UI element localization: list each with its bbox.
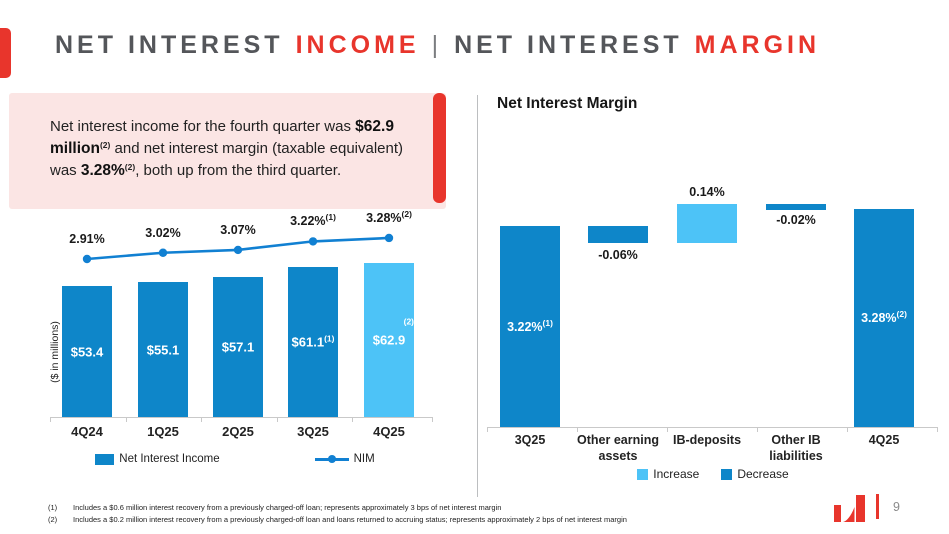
- page-number: 9: [893, 500, 900, 514]
- legend-item-decrease: Decrease: [721, 467, 789, 481]
- section-divider: [477, 95, 478, 497]
- legend-label: Net Interest Income: [119, 453, 220, 465]
- footnote-text: Includes a $0.2 million interest recover…: [73, 514, 627, 524]
- footnotes: (1) Includes a $0.6 million interest reco…: [48, 502, 627, 525]
- legend-item-net-interest-income: Net Interest Income: [95, 453, 220, 465]
- nim-point-label: 2.91%: [69, 232, 105, 246]
- bar-2q25: $57.1: [213, 277, 263, 417]
- x-tick-label: 4Q25: [373, 424, 405, 439]
- nim-point-label: 3.28%(2): [366, 208, 412, 225]
- title-part: NET INTEREST: [454, 31, 683, 59]
- footnote-marker: (2): [48, 514, 58, 524]
- x-tick-label: Other earning assets: [577, 433, 659, 463]
- nim-point-label: 3.07%: [220, 222, 256, 237]
- title-separator: |: [431, 31, 443, 59]
- x-tick-label: 3Q25: [297, 424, 329, 439]
- callout-strong: 3.28%: [80, 162, 125, 179]
- axis-tick: [352, 417, 353, 422]
- red-accent-bar: [0, 28, 11, 78]
- right-chart-legend: Increase Decrease: [477, 467, 949, 481]
- footer-divider: [876, 494, 879, 519]
- legend-label: NIM: [353, 453, 375, 465]
- legend-line-marker: [314, 455, 349, 463]
- axis-tick: [757, 427, 758, 432]
- footnote-ref: (1): [325, 212, 336, 223]
- axis-tick: [126, 417, 127, 422]
- axis-tick: [847, 427, 848, 432]
- legend-swatch: [721, 468, 733, 480]
- footnote-ref: (1): [324, 333, 335, 344]
- title-part: MARGIN: [694, 31, 821, 59]
- waterfall-bar-other-ib-liabilities: [766, 204, 826, 210]
- legend-swatch: [637, 468, 649, 480]
- x-tick-label: 4Q25: [868, 433, 900, 447]
- x-tick-label: Other IB liabilities: [769, 433, 823, 463]
- footnote-text: Includes a $0.6 million interest recover…: [73, 503, 502, 512]
- footnote-ref: (2): [896, 309, 907, 319]
- axis-tick: [577, 427, 578, 432]
- chart-title: Net Interest Margin: [497, 95, 638, 112]
- legend-label: Increase: [653, 467, 700, 481]
- bar-value-label: 3.22%(1): [507, 317, 553, 334]
- bar-value-label: -0.06%: [598, 248, 638, 262]
- page-title: NET INTEREST INCOME | NET INTEREST MARGIN: [55, 31, 832, 60]
- legend-item-increase: Increase: [637, 467, 699, 481]
- callout-text: Net interest income for the fourth quart…: [50, 116, 420, 182]
- nim-point-label: 3.02%: [145, 225, 181, 240]
- bar-4q24: $53.4: [62, 286, 112, 417]
- waterfall-bar-4q25: 3.28%(2): [854, 209, 914, 427]
- callout-text-run: Net interest income for the fourth quart…: [50, 118, 356, 135]
- bar-value-label: $55.1: [146, 342, 180, 357]
- bar-3q25: $61.1(1): [288, 267, 338, 417]
- legend-item-nim: NIM: [314, 453, 375, 465]
- bar-value-label: 0.14%: [689, 185, 725, 199]
- footnote-ref: (2): [124, 162, 136, 172]
- bar-value-label: $53.4: [70, 344, 104, 359]
- footnote-ref: (2): [401, 208, 412, 219]
- callout-text-run: , both up from the third quarter.: [135, 162, 342, 179]
- waterfall-bar-ib-deposits: [677, 204, 737, 243]
- footnote-2: (2) Includes a $0.2 million interest reco…: [48, 514, 627, 526]
- left-chart-legend: Net Interest Income NIM: [0, 453, 470, 465]
- callout-red-bar: [433, 93, 446, 203]
- bar-value-label: $57.1: [221, 339, 255, 355]
- axis-tick: [487, 427, 488, 432]
- x-tick-label: IB-deposits: [672, 433, 742, 447]
- bar-1q25: $55.1: [138, 282, 188, 417]
- callout-text-run: and net interest margin (taxable equival…: [50, 140, 404, 179]
- bar-value-label: -0.02%: [776, 213, 816, 227]
- legend-label: Decrease: [737, 467, 789, 481]
- legend-swatch: [95, 453, 115, 465]
- x-tick-label: 2Q25: [222, 424, 254, 439]
- axis-tick: [937, 427, 938, 432]
- axis-tick: [201, 417, 202, 422]
- title-part: NET INTEREST: [55, 31, 284, 59]
- nim-point-label: 3.22%(1): [290, 212, 336, 229]
- axis-tick: [50, 417, 51, 422]
- waterfall-bar-3q25: 3.22%(1): [500, 226, 560, 427]
- axis-tick: [432, 417, 433, 422]
- waterfall-bar-other-earning-assets: [588, 226, 648, 243]
- y-axis-label: ($ in millions): [49, 321, 61, 383]
- bar-value-label: $62.9 (2): [372, 316, 414, 348]
- footnote-ref: (1): [542, 317, 553, 328]
- axis-tick: [667, 427, 668, 432]
- title-part: INCOME: [295, 31, 420, 59]
- x-tick-label: 1Q25: [147, 424, 179, 439]
- x-axis: [487, 427, 937, 428]
- callout-strong: $62.9 million: [50, 118, 394, 157]
- footnote-marker: (1): [48, 503, 58, 512]
- x-tick-label: 4Q24: [71, 424, 103, 439]
- axis-tick: [277, 417, 278, 422]
- company-logo-icon: [834, 495, 865, 522]
- bar-value-label: $61.1(1): [291, 333, 335, 350]
- bar-value-label: 3.28%(2): [861, 309, 907, 325]
- footnote-1: (1) Includes a $0.6 million interest reco…: [48, 502, 627, 514]
- footnote-ref: (2): [403, 316, 414, 327]
- bar-4q25: $62.9 (2): [364, 263, 414, 417]
- footnote-ref: (2): [99, 140, 111, 150]
- x-axis: [50, 417, 432, 418]
- highlight-callout: [9, 93, 446, 209]
- x-tick-label: 3Q25: [514, 433, 546, 447]
